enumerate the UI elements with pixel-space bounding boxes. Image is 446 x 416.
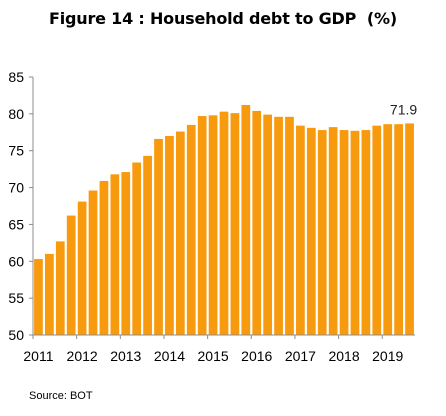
bar bbox=[132, 162, 142, 335]
bar bbox=[197, 116, 207, 335]
x-tick-label: 2013 bbox=[110, 348, 141, 364]
bar bbox=[154, 138, 163, 335]
y-tick-label: 70 bbox=[8, 180, 24, 196]
bar bbox=[328, 127, 338, 335]
bar bbox=[186, 124, 196, 335]
y-tick-label: 60 bbox=[8, 253, 24, 269]
x-tick-label: 2011 bbox=[23, 348, 53, 364]
bar bbox=[274, 116, 283, 335]
x-tick-label: 2017 bbox=[285, 348, 316, 364]
bar bbox=[77, 201, 87, 335]
bar bbox=[110, 174, 120, 335]
y-tick-label: 75 bbox=[8, 143, 24, 159]
bar bbox=[34, 259, 43, 335]
labels-layer: 50 55 60 65 70 75 80 85 2011 2012 2013 2014 2015 2016… bbox=[8, 69, 417, 364]
bar bbox=[165, 135, 174, 335]
chart-title: Figure 14 : Household debt to GDP (%) bbox=[49, 9, 397, 28]
bar bbox=[263, 114, 273, 335]
data-label: 71.9 bbox=[390, 101, 417, 117]
y-tick-label: 85 bbox=[8, 69, 24, 85]
bar bbox=[208, 115, 218, 335]
bars-layer bbox=[34, 105, 414, 336]
y-tick-label: 50 bbox=[8, 327, 24, 343]
bar bbox=[121, 172, 131, 335]
bar bbox=[230, 113, 240, 336]
x-tick-label: 2018 bbox=[328, 348, 359, 364]
bar bbox=[55, 241, 65, 335]
y-tick-label: 55 bbox=[8, 290, 24, 306]
bar bbox=[350, 130, 360, 335]
bar bbox=[383, 124, 393, 336]
bar bbox=[252, 110, 262, 335]
x-tick-label: 2019 bbox=[372, 348, 403, 364]
x-tick-label: 2014 bbox=[154, 348, 185, 364]
bar bbox=[394, 124, 403, 336]
y-tick-label: 65 bbox=[8, 216, 24, 232]
bar bbox=[175, 131, 185, 335]
y-tick-label: 80 bbox=[8, 106, 24, 122]
x-tick-label: 2012 bbox=[67, 348, 98, 364]
bar bbox=[99, 180, 109, 335]
bar bbox=[143, 155, 152, 335]
x-tick-label: 2015 bbox=[198, 348, 229, 364]
chart-source: Source: BOT bbox=[29, 390, 93, 402]
bar bbox=[66, 215, 76, 335]
bar bbox=[219, 111, 229, 336]
axes-layer bbox=[29, 76, 415, 339]
x-tick-label: 2016 bbox=[241, 348, 272, 364]
bar bbox=[306, 127, 316, 335]
bar bbox=[241, 105, 251, 335]
bar bbox=[405, 123, 414, 335]
bar bbox=[361, 130, 371, 335]
bar bbox=[372, 125, 382, 336]
bar bbox=[317, 130, 327, 335]
bar bbox=[296, 125, 305, 336]
bar bbox=[339, 130, 349, 335]
bar bbox=[45, 253, 54, 335]
bar bbox=[88, 190, 98, 335]
bar bbox=[285, 116, 294, 335]
